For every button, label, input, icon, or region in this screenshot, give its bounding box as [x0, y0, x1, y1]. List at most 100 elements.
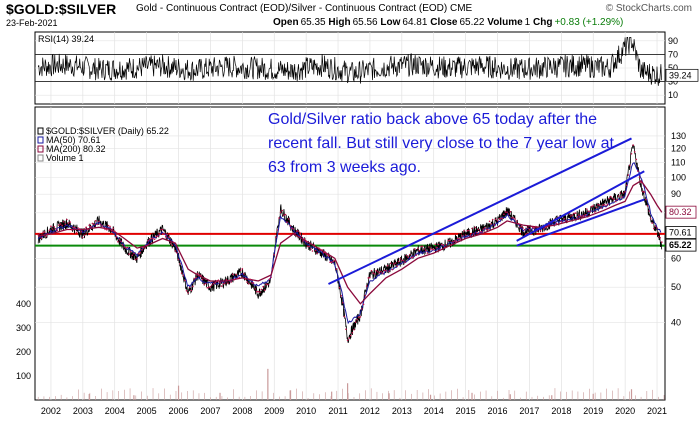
- price-dot: [78, 228, 81, 230]
- price-dot: [45, 235, 47, 238]
- price-dot: [306, 245, 309, 248]
- price-dot: [461, 235, 464, 237]
- price-dot: [397, 260, 400, 263]
- price-dot: [509, 210, 512, 213]
- price-dot: [155, 235, 157, 238]
- price-dot: [506, 211, 508, 214]
- price-dot: [592, 204, 594, 207]
- price-dot: [128, 253, 130, 255]
- price-dot: [622, 192, 625, 194]
- price-dot: [420, 245, 422, 248]
- price-dot: [192, 285, 194, 288]
- price-dot: [107, 224, 110, 227]
- price-dot: [185, 290, 188, 292]
- price-dot: [504, 211, 507, 213]
- price-dot: [362, 303, 365, 306]
- price-dot: [520, 225, 523, 228]
- price-dot: [503, 213, 505, 216]
- price-dot: [570, 215, 572, 217]
- price-dot: [566, 220, 569, 223]
- price-dot: [544, 226, 547, 229]
- price-dot: [42, 231, 44, 234]
- price-dot: [291, 227, 293, 229]
- price-dot: [370, 269, 373, 272]
- price-dot: [86, 228, 89, 231]
- price-dot: [434, 243, 437, 246]
- price-dot: [262, 285, 264, 288]
- price-dot: [468, 229, 470, 232]
- price-dot: [364, 294, 367, 297]
- price-dot: [367, 277, 370, 279]
- price-dot: [350, 334, 352, 337]
- price-dot: [93, 223, 95, 226]
- price-dot: [648, 210, 650, 212]
- price-dot: [287, 218, 290, 220]
- price-dot: [431, 248, 433, 251]
- price-dot: [393, 263, 395, 265]
- rsi-legend: RSI(14) 39.24: [38, 34, 94, 44]
- x-tick-label: 2002: [41, 406, 61, 416]
- price-dot: [98, 220, 100, 223]
- price-dot: [531, 226, 534, 229]
- price-dot: [348, 337, 351, 339]
- price-dot: [425, 249, 427, 252]
- price-dot: [182, 274, 185, 277]
- x-tick-label: 2010: [296, 406, 316, 416]
- price-dot: [225, 278, 228, 281]
- price-dot: [372, 272, 374, 274]
- price-dot: [404, 261, 406, 264]
- price-dot: [391, 268, 394, 271]
- price-dot: [523, 229, 526, 231]
- price-dot: [484, 227, 486, 229]
- price-dot: [517, 222, 520, 225]
- price-dot: [318, 247, 320, 250]
- price-dot: [621, 196, 623, 198]
- price-dot: [126, 246, 129, 249]
- price-dot: [216, 280, 218, 283]
- price-dot: [184, 279, 186, 282]
- price-dot: [123, 246, 126, 248]
- price-dot: [412, 256, 414, 258]
- x-tick-label: 2007: [200, 406, 220, 416]
- price-dot: [657, 235, 660, 238]
- price-dot: [243, 272, 245, 275]
- price-dot: [56, 229, 59, 231]
- price-dot: [490, 223, 493, 225]
- price-dot: [208, 286, 210, 289]
- price-dot: [472, 233, 475, 235]
- price-dot: [110, 229, 113, 232]
- price-dot: [605, 204, 607, 207]
- price-dot: [442, 244, 445, 246]
- price-dot: [563, 217, 566, 220]
- price-dot: [179, 263, 181, 265]
- price-dot: [643, 191, 646, 193]
- legend-entry: MA(200) 80.32: [46, 144, 106, 154]
- price-dot: [637, 170, 639, 172]
- price-dot: [539, 230, 542, 232]
- price-dot: [437, 243, 440, 246]
- price-dot: [373, 273, 376, 275]
- price-dot: [50, 225, 52, 227]
- price-dot: [579, 215, 582, 218]
- price-dot: [338, 286, 341, 289]
- price-dot: [64, 223, 67, 226]
- volume-y-tick-label: 400: [16, 299, 31, 309]
- price-dot: [614, 200, 617, 203]
- price-dot: [450, 244, 453, 246]
- symbol-description: Gold - Continuous Contract (EOD)/Silver …: [136, 3, 473, 14]
- chart-date: 23-Feb-2021: [6, 18, 58, 28]
- value-tag-box: [665, 238, 697, 252]
- value-tag-label: 80.32: [669, 207, 692, 217]
- symbol-title: $GOLD:$SILVER: [6, 1, 117, 17]
- price-dot: [321, 249, 323, 251]
- price-dot: [578, 214, 580, 216]
- price-dot: [244, 278, 247, 280]
- value-tag-label: 65.22: [669, 240, 692, 250]
- volume-value: 1: [524, 17, 531, 28]
- price-dot: [233, 278, 236, 281]
- price-dot: [322, 252, 325, 254]
- price-dot: [515, 220, 518, 222]
- price-dot: [330, 261, 333, 264]
- price-dot: [53, 225, 55, 228]
- price-y-tick-label: 130: [671, 131, 686, 141]
